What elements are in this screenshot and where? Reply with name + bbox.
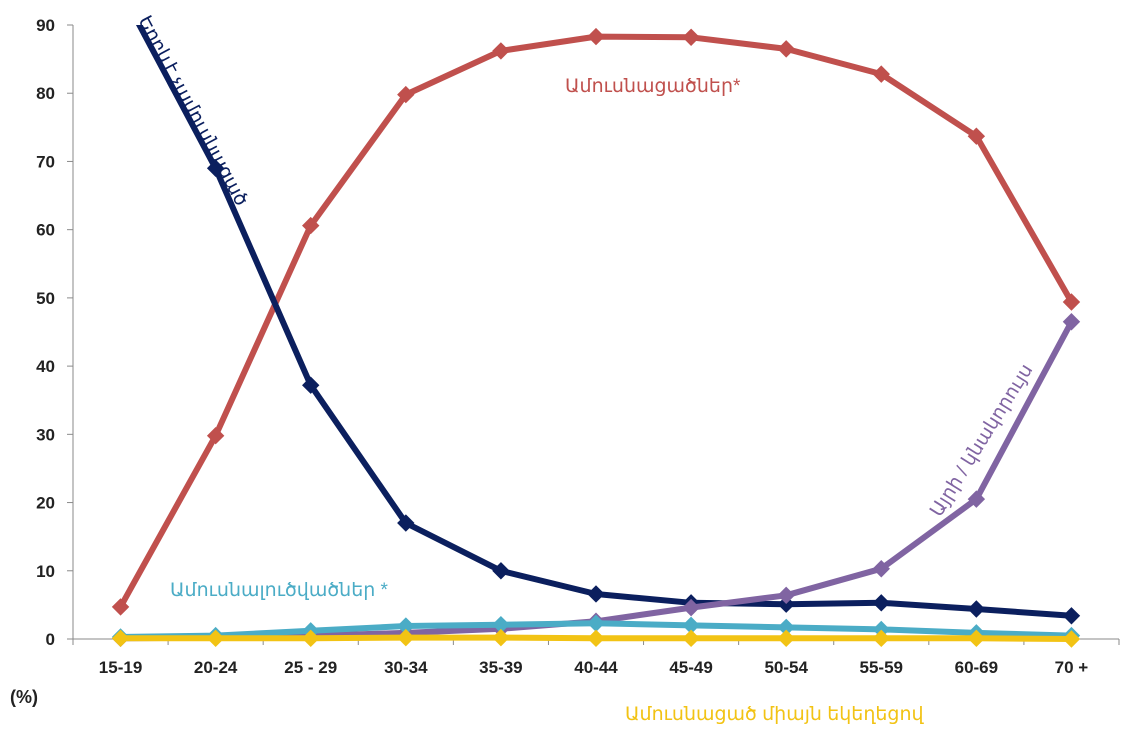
data-point [587,585,605,603]
y-tick-label: 20 [36,494,55,513]
series-group [111,628,1081,648]
data-point [1062,293,1081,311]
data-point [682,629,700,648]
axes: 0 10 20 30 40 50 60 70 80 90 15-19 20-24 25 - 29 30-3… [36,16,1120,677]
data-point [492,562,510,580]
x-tick-label: 45-49 [669,658,712,677]
data-point [967,490,986,508]
data-point [397,85,415,104]
data-point [111,629,130,648]
data-point [397,628,415,647]
series-label: Ամուսնացածներ* [565,76,741,97]
y-axis-unit-label: (%) [10,687,38,707]
y-tick-label: 70 [36,152,55,171]
y-tick-label: 90 [36,16,55,35]
data-point [967,629,986,648]
x-tick-label: 50-54 [764,658,808,677]
data-point [1062,607,1081,625]
y-tick-label: 80 [36,84,55,103]
data-point [777,595,795,613]
series-layer [111,25,1081,648]
data-point [967,127,986,145]
x-tick-label: 15-19 [99,658,142,677]
series-group [111,27,1081,616]
data-point [777,629,795,648]
x-tick-label: 60-69 [955,658,998,677]
data-point [302,376,320,394]
series-label: Ամուսնալուծվածներ * [170,580,389,601]
data-point [967,600,986,618]
series-label: Ամուսնացած միայն եկեղեցով [625,704,925,725]
series-label: Երբևէ չամուսնացած [134,12,252,209]
y-tick-label: 60 [36,221,55,240]
data-point [682,598,700,617]
y-tick-label: 10 [36,562,55,581]
data-point [492,628,510,647]
x-tick-label: 20-24 [194,658,238,677]
data-point [872,65,890,83]
data-point [111,598,130,616]
data-point [492,42,510,60]
series-line [117,33,1075,610]
data-point [302,216,320,235]
y-tick-label: 30 [36,425,55,444]
y-tick-label: 40 [36,357,55,376]
data-point [397,514,415,532]
data-point [206,159,225,177]
data-point [206,426,225,445]
data-point [302,629,320,648]
data-point [587,629,605,648]
data-point [587,27,605,46]
data-point [872,560,890,578]
labels-layer: (%) Երբևէ չամուսնացած Ամուսնացածներ* Ամուս… [10,12,1037,725]
x-tick-label: 40-44 [574,658,618,677]
data-point [777,586,795,605]
x-tick-label: 30-34 [384,658,428,677]
data-point [1062,313,1081,331]
data-point [206,629,225,648]
data-point [777,40,795,58]
y-tick-label: 0 [46,630,55,649]
x-tick-label: 35-39 [479,658,522,677]
data-point [1062,630,1081,648]
data-point [682,28,700,46]
x-tick-label: 55-59 [860,658,903,677]
data-point [872,629,890,648]
y-tick-label: 50 [36,289,55,308]
x-tick-label: 70 + [1055,658,1089,677]
data-point [872,594,890,612]
x-tick-label: 25 - 29 [284,658,337,677]
